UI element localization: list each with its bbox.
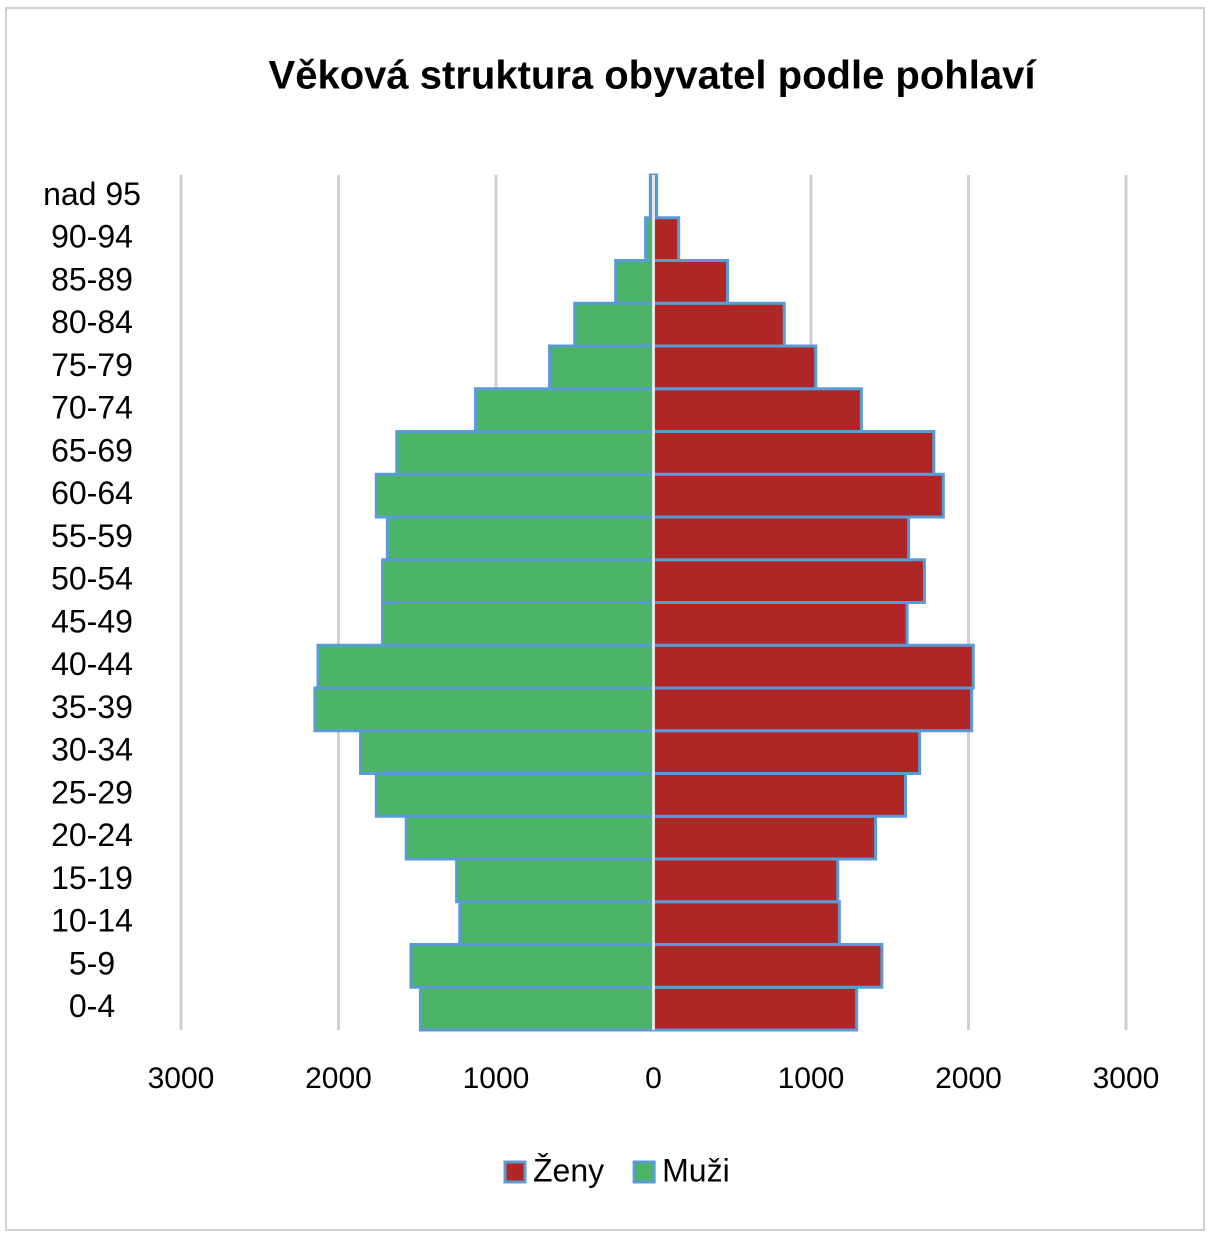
legend-swatch (632, 1160, 656, 1184)
bar (652, 900, 841, 946)
y-tick-label: 65-69 (51, 432, 133, 468)
y-tick-label: 35-39 (51, 689, 133, 725)
bar (652, 686, 974, 733)
bar (652, 216, 681, 262)
bar (455, 857, 655, 904)
bar (374, 472, 655, 519)
bar (418, 985, 655, 1032)
legend-label: Muži (662, 1152, 730, 1188)
bar (458, 900, 655, 946)
y-tick-label: 70-74 (51, 390, 133, 426)
bar (652, 857, 840, 904)
legend-label: Ženy (533, 1152, 604, 1188)
bar (652, 943, 884, 989)
x-tick-label: 1000 (778, 1062, 845, 1095)
x-tick-label: 3000 (1093, 1062, 1160, 1095)
bar (652, 814, 878, 861)
y-tick-label: 40-44 (51, 646, 133, 682)
y-tick-label: 60-64 (51, 475, 133, 511)
bar (573, 301, 655, 348)
y-tick-label: 80-84 (51, 304, 133, 340)
bar (614, 259, 656, 305)
bar (652, 515, 911, 562)
bar (652, 558, 926, 604)
y-tick-label: 30-34 (51, 732, 133, 768)
bar (548, 344, 655, 391)
bar (385, 515, 655, 562)
y-tick-label: 0-4 (69, 988, 115, 1024)
bar (404, 814, 655, 861)
x-tick-label: 1000 (463, 1062, 530, 1095)
bar (652, 430, 936, 476)
y-tick-label: 85-89 (51, 261, 133, 297)
bar (652, 601, 909, 647)
bar (652, 472, 945, 519)
x-tick-label: 3000 (148, 1062, 215, 1095)
y-tick-label: 50-54 (51, 561, 133, 597)
y-tick-label: 20-24 (51, 817, 133, 853)
bar (313, 686, 655, 733)
y-tick-label: 55-59 (51, 518, 133, 554)
y-tick-label: nad 95 (43, 176, 141, 212)
bar (652, 772, 907, 818)
bar (381, 558, 655, 604)
legend-swatch (503, 1160, 527, 1184)
bar (652, 729, 922, 775)
y-tick-label: 45-49 (51, 603, 133, 639)
bar (652, 387, 863, 433)
bar (652, 344, 818, 391)
bar (652, 643, 975, 690)
chart-title: Věková struktura obyvatel podle pohlaví (269, 54, 1038, 98)
bar (381, 601, 655, 647)
bar (474, 387, 655, 433)
y-tick-label: 25-29 (51, 774, 133, 810)
x-tick-label: 0 (645, 1062, 662, 1095)
bar (359, 729, 655, 775)
y-tick-label: 90-94 (51, 219, 133, 255)
y-tick-label: 10-14 (51, 903, 133, 939)
bar (409, 943, 656, 989)
bar (374, 772, 655, 818)
bar (395, 430, 655, 476)
x-tick-label: 2000 (935, 1062, 1002, 1095)
y-tick-label: 75-79 (51, 347, 133, 383)
y-tick-label: 15-19 (51, 860, 133, 896)
y-tick-label: 5-9 (69, 945, 115, 981)
bar (652, 301, 786, 348)
bar (652, 985, 859, 1032)
x-tick-label: 2000 (305, 1062, 372, 1095)
bar (316, 643, 655, 690)
bar (652, 259, 730, 305)
